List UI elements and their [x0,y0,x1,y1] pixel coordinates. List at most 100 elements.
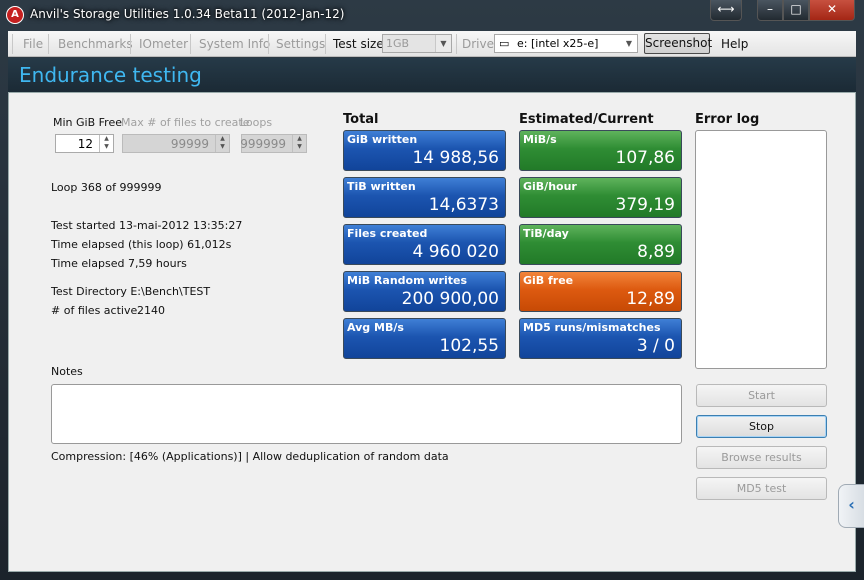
title-bar[interactable]: A Anvil's Storage Utilities 1.0.34 Beta1… [0,0,864,30]
time-elapsed-loop: Time elapsed (this loop) 61,012s [51,238,232,251]
test-size-value: 1GB [386,37,410,50]
menu-system-info[interactable]: System Info [199,37,271,51]
drive-select[interactable]: ▭ e: [intel x25-e] ▼ [494,34,638,53]
menu-separator [48,34,49,54]
min-gib-free-label: Min GiB Free [53,116,122,129]
maximize-button[interactable]: □ [783,0,809,21]
files-active-value: 2140 [137,304,165,317]
test-size-label: Test size [333,37,384,51]
app-logo-icon[interactable]: A [6,6,24,24]
menu-file[interactable]: File [23,37,44,51]
estimated-heading: Estimated/Current [519,112,654,127]
tile-gib-written: GiB written 14 988,56 [343,130,506,171]
test-directory: Test Directory E:\Bench\TEST [51,285,211,298]
chevron-down-icon[interactable]: ▼ [621,35,637,52]
page-header: Endurance testing [8,58,856,92]
loops-value: 999999 [240,137,286,151]
max-files-label: Max # of files to create [121,116,250,129]
tile-value: 12,89 [626,289,675,309]
chevron-down-icon[interactable]: ▼ [297,143,302,150]
loops-stepper[interactable]: 999999 ▲ ▼ [240,134,307,153]
min-gib-free-value: 12 [77,137,93,151]
max-files-value: 99999 [170,137,209,151]
side-panel-tab-chevron-left-icon[interactable]: ‹ [838,484,864,528]
tile-label: GiB/hour [523,180,577,193]
stepper-arrows[interactable]: ▲ ▼ [99,135,113,152]
menu-separator [325,34,326,54]
tile-label: Files created [347,227,428,240]
menu-separator [268,34,269,54]
tile-value: 3 / 0 [636,336,675,356]
max-files-stepper[interactable]: 99999 ▲ ▼ [122,134,230,153]
menu-help[interactable]: Help [721,37,749,51]
stepper-arrows[interactable]: ▲ ▼ [215,135,229,152]
close-button[interactable]: ✕ [809,0,855,21]
stop-button[interactable]: Stop [696,415,827,438]
loop-status: Loop 368 of 999999 [51,181,162,194]
resize-button[interactable]: ⟷ [710,0,742,21]
compression-info: Compression: [46% (Applications)] | Allo… [51,450,449,463]
drive-label: Drive [462,37,494,51]
tile-label: Avg MB/s [347,321,404,334]
main-content: Min GiB Free 12 ▲ ▼ Max # of files to cre… [8,92,856,572]
test-started: Test started 13-mai-2012 13:35:27 [51,219,243,232]
menu-iometer[interactable]: IOmeter [139,37,189,51]
menu-separator [190,34,191,54]
notes-input[interactable] [51,384,682,444]
menu-separator [130,34,131,54]
tile-label: TiB written [347,180,416,193]
tile-gib-per-hour: GiB/hour 379,19 [519,177,682,218]
tile-value: 200 900,00 [401,289,499,309]
chevron-up-icon[interactable]: ▲ [297,135,302,142]
minimize-button[interactable]: – [757,0,783,21]
tile-mib-per-s: MiB/s 107,86 [519,130,682,171]
chevron-down-icon[interactable]: ▼ [104,143,109,150]
stepper-arrows[interactable]: ▲ ▼ [292,135,306,152]
menu-bar: File Benchmarks IOmeter System Info Sett… [8,31,856,57]
tile-value: 379,19 [615,195,675,215]
min-gib-free-stepper[interactable]: 12 ▲ ▼ [55,134,114,153]
tile-tib-written: TiB written 14,6373 [343,177,506,218]
menu-benchmarks[interactable]: Benchmarks [58,37,133,51]
tile-label: MD5 runs/mismatches [523,321,661,334]
chevron-down-icon[interactable]: ▼ [435,35,451,52]
chevron-up-icon[interactable]: ▲ [104,135,109,142]
window-title: Anvil's Storage Utilities 1.0.34 Beta11 … [30,7,345,21]
tile-avg-mbs: Avg MB/s 102,55 [343,318,506,359]
tile-gib-free: GiB free 12,89 [519,271,682,312]
notes-label: Notes [51,365,83,378]
tile-label: TiB/day [523,227,569,240]
tile-value: 8,89 [637,242,675,262]
md5-test-button[interactable]: MD5 test [696,477,827,500]
page-title: Endurance testing [19,63,202,87]
files-active-label: # of files active [51,304,138,317]
drive-icon: ▭ [499,37,510,50]
chevron-down-icon[interactable]: ▼ [220,143,225,150]
loops-label: Loops [240,116,273,129]
drive-value: e: [intel x25-e] [517,37,599,50]
tile-value: 14,6373 [428,195,499,215]
menu-settings[interactable]: Settings [276,37,326,51]
tile-value: 102,55 [439,336,499,356]
tile-label: MiB/s [523,133,557,146]
tile-value: 4 960 020 [412,242,499,262]
tile-value: 107,86 [615,148,675,168]
time-elapsed: Time elapsed 7,59 hours [51,257,187,270]
menu-separator [456,34,457,54]
tile-mib-random-writes: MiB Random writes 200 900,00 [343,271,506,312]
start-button[interactable]: Start [696,384,827,407]
chevron-up-icon[interactable]: ▲ [220,135,225,142]
screenshot-button[interactable]: Screenshot [644,33,712,54]
browse-results-button[interactable]: Browse results [696,446,827,469]
tile-label: GiB written [347,133,418,146]
error-log-heading: Error log [695,112,760,127]
total-heading: Total [343,112,379,127]
test-size-select[interactable]: 1GB ▼ [382,34,452,53]
tile-value: 14 988,56 [412,148,499,168]
tile-tib-per-day: TiB/day 8,89 [519,224,682,265]
tile-md5-runs: MD5 runs/mismatches 3 / 0 [519,318,682,359]
tile-files-created: Files created 4 960 020 [343,224,506,265]
error-log-box[interactable] [695,130,827,369]
tile-label: MiB Random writes [347,274,468,287]
